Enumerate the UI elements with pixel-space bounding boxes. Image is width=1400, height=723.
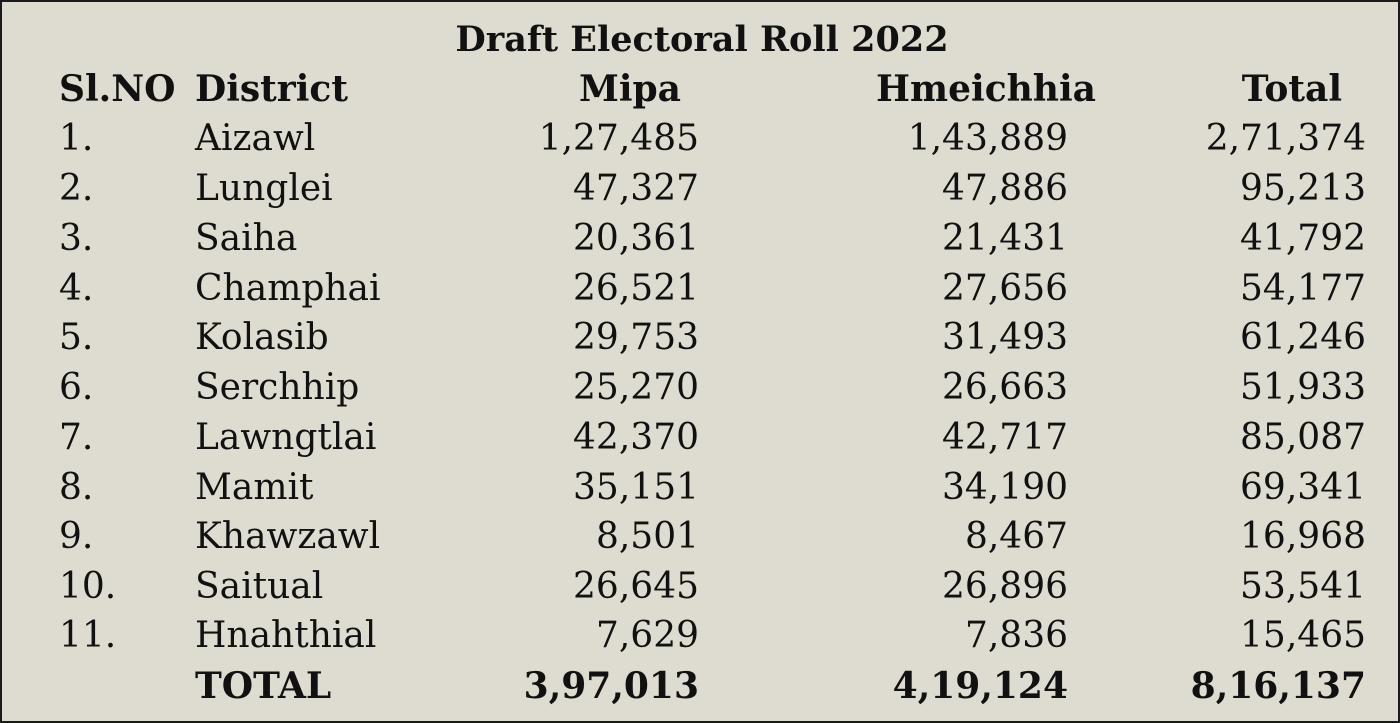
row-mipa: 8,501: [595, 516, 699, 557]
row-total: 95,213: [1240, 168, 1366, 209]
header-mipa: Mipa: [578, 68, 681, 110]
table-row: 10. Saitual 26,645 26,896 53,541: [2, 562, 1398, 612]
row-total: 51,933: [1240, 367, 1366, 408]
totals-hmeichhia: 4,19,124: [892, 665, 1068, 707]
row-sl-no: 4.: [59, 268, 94, 309]
row-sl-no: 3.: [59, 218, 94, 259]
row-district: Aizawl: [195, 118, 316, 159]
totals-mipa: 3,97,013: [523, 665, 699, 707]
row-mipa: 1,27,485: [538, 118, 699, 159]
row-district: Lawngtlai: [195, 417, 377, 458]
row-mipa: 35,151: [573, 467, 699, 508]
row-total: 2,71,374: [1205, 118, 1366, 159]
row-district: Kolasib: [195, 317, 329, 358]
row-hmeichhia: 1,43,889: [907, 118, 1068, 159]
row-total: 53,541: [1240, 566, 1366, 607]
header-row: Sl.NO District Mipa Hmeichhia Total: [2, 64, 1398, 114]
row-total: 54,177: [1240, 268, 1366, 309]
row-hmeichhia: 26,896: [942, 566, 1068, 607]
row-district: Champhai: [195, 268, 381, 309]
row-total: 41,792: [1240, 218, 1366, 259]
row-district: Saitual: [195, 566, 324, 607]
row-total: 15,465: [1240, 615, 1366, 656]
row-district: Hnahthial: [195, 615, 377, 656]
row-mipa: 20,361: [573, 218, 699, 259]
row-hmeichhia: 7,836: [964, 615, 1068, 656]
row-hmeichhia: 31,493: [942, 317, 1068, 358]
table-row: 2. Lunglei 47,327 47,886 95,213: [2, 164, 1398, 214]
row-sl-no: 10.: [59, 566, 117, 607]
row-district: Lunglei: [195, 168, 333, 209]
row-total: 61,246: [1240, 317, 1366, 358]
row-mipa: 29,753: [573, 317, 699, 358]
row-sl-no: 2.: [59, 168, 94, 209]
table-row: 9. Khawzawl 8,501 8,467 16,968: [2, 512, 1398, 562]
row-mipa: 47,327: [573, 168, 699, 209]
row-district: Serchhip: [195, 367, 360, 408]
row-sl-no: 6.: [59, 367, 94, 408]
row-district: Saiha: [195, 218, 298, 259]
row-mipa: 26,645: [573, 566, 699, 607]
row-mipa: 26,521: [573, 268, 699, 309]
row-district: Mamit: [195, 467, 314, 508]
table-row: 6. Serchhip 25,270 26,663 51,933: [2, 363, 1398, 413]
totals-label: TOTAL: [195, 665, 332, 707]
row-sl-no: 1.: [59, 118, 94, 159]
row-hmeichhia: 34,190: [942, 467, 1068, 508]
row-sl-no: 8.: [59, 467, 94, 508]
header-district: District: [195, 68, 348, 110]
row-sl-no: 7.: [59, 417, 94, 458]
row-sl-no: 5.: [59, 317, 94, 358]
totals-total: 8,16,137: [1190, 665, 1366, 707]
row-sl-no: 11.: [59, 615, 117, 656]
table-row: 7. Lawngtlai 42,370 42,717 85,087: [2, 413, 1398, 463]
row-mipa: 7,629: [595, 615, 699, 656]
row-hmeichhia: 47,886: [942, 168, 1068, 209]
row-hmeichhia: 27,656: [942, 268, 1068, 309]
row-district: Khawzawl: [195, 516, 381, 557]
table-row: 4. Champhai 26,521 27,656 54,177: [2, 264, 1398, 314]
row-total: 69,341: [1240, 467, 1366, 508]
totals-row: TOTAL 3,97,013 4,19,124 8,16,137: [2, 661, 1398, 711]
table-title: Draft Electoral Roll 2022: [455, 19, 949, 60]
row-hmeichhia: 21,431: [942, 218, 1068, 259]
row-hmeichhia: 8,467: [964, 516, 1068, 557]
row-hmeichhia: 42,717: [942, 417, 1068, 458]
header-total: Total: [1241, 68, 1342, 110]
header-hmeichhia: Hmeichhia: [876, 68, 1096, 110]
row-mipa: 25,270: [573, 367, 699, 408]
table-row: 8. Mamit 35,151 34,190 69,341: [2, 463, 1398, 513]
row-total: 85,087: [1240, 417, 1366, 458]
table-row: 3. Saiha 20,361 21,431 41,792: [2, 214, 1398, 264]
header-sl-no: Sl.NO: [59, 68, 176, 110]
row-sl-no: 9.: [59, 516, 94, 557]
row-hmeichhia: 26,663: [942, 367, 1068, 408]
table-row: 11. Hnahthial 7,629 7,836 15,465: [2, 611, 1398, 661]
row-mipa: 42,370: [573, 417, 699, 458]
table-row: 1. Aizawl 1,27,485 1,43,889 2,71,374: [2, 114, 1398, 164]
row-total: 16,968: [1240, 516, 1366, 557]
table-row: 5. Kolasib 29,753 31,493 61,246: [2, 313, 1398, 363]
